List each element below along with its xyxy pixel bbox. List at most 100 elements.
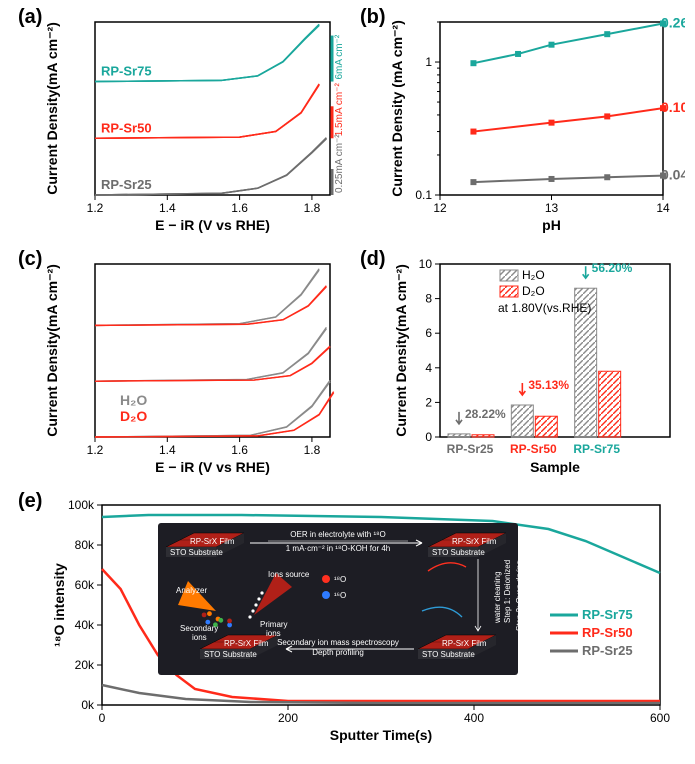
svg-text:1.8: 1.8 — [304, 201, 321, 215]
drop-arrow-icon — [583, 266, 589, 278]
svg-text:1.4: 1.4 — [159, 443, 176, 457]
data-point — [549, 42, 555, 48]
bar-h2o — [448, 434, 470, 437]
svg-text:1.8: 1.8 — [304, 443, 321, 457]
drop-label: 35.13% — [528, 378, 569, 392]
bar-d2o — [599, 371, 621, 437]
slab-sub: STO Substrate — [422, 650, 475, 659]
analyzer-label: Analyzer — [176, 586, 207, 595]
data-point — [470, 60, 476, 66]
svg-text:14: 14 — [656, 201, 670, 215]
svg-text:100k: 100k — [68, 498, 95, 512]
slab-label: RP-SrX Film — [442, 639, 487, 648]
svg-text:12: 12 — [433, 201, 447, 215]
svg-text:13: 13 — [545, 201, 559, 215]
fit-line — [473, 23, 663, 63]
chart-d: 0246810SampleCurrent Density(mA cm⁻²)RP-… — [385, 252, 685, 482]
figure-root: { "panel_labels": { "a": "(a)", "b": "(b… — [0, 0, 695, 764]
secondary-ions-label: Secondary — [180, 624, 218, 633]
drop-label: 28.22% — [465, 407, 506, 421]
legend-swatch — [500, 270, 518, 281]
fit-line — [473, 108, 663, 131]
legend-entry: D₂O — [522, 284, 545, 298]
svg-text:1.4: 1.4 — [159, 201, 176, 215]
svg-text:1: 1 — [425, 55, 432, 69]
drop-arrow-icon — [456, 412, 462, 424]
svg-text:600: 600 — [650, 711, 670, 725]
svg-text:0k: 0k — [81, 698, 95, 712]
svg-text:Sample: Sample — [530, 459, 580, 475]
svg-text:60k: 60k — [75, 578, 95, 592]
svg-text:40k: 40k — [75, 618, 95, 632]
slope-label: 0.26 — [661, 14, 685, 30]
svg-text:6: 6 — [425, 326, 432, 340]
svg-text:1.6: 1.6 — [231, 443, 248, 457]
data-point — [549, 176, 555, 182]
svg-text:400: 400 — [464, 711, 484, 725]
svg-text:2: 2 — [425, 395, 432, 409]
legend-entry: RP-Sr25 — [582, 643, 633, 658]
primary-ions-label: Primary — [260, 620, 288, 629]
bar-d2o — [472, 435, 494, 437]
inset-subtitle: 1 mA·cm⁻² in ¹⁸O-KOH for 4h — [286, 544, 391, 553]
drop-arrow-icon — [519, 383, 525, 395]
sample-label: RP-Sr50 — [510, 442, 557, 456]
ion-source-label: Ions source — [268, 570, 310, 579]
svg-text:20k: 20k — [75, 658, 95, 672]
svg-text:8: 8 — [425, 292, 432, 306]
svg-text:Current Density(mA cm⁻²): Current Density(mA cm⁻²) — [44, 22, 60, 195]
step2-label: Step 2: Oven drying — [515, 560, 524, 631]
slab-label: RP-SrX Film — [224, 639, 269, 648]
legend-swatch — [500, 286, 518, 297]
o18-label: ¹⁸O — [334, 575, 346, 584]
legend-entry: H₂O — [120, 392, 147, 408]
svg-text:1.2: 1.2 — [87, 443, 104, 457]
cv-curve — [95, 327, 326, 381]
panel-label-b: (b) — [360, 6, 386, 29]
o16-label: ¹⁶O — [334, 591, 346, 600]
svg-text:200: 200 — [278, 711, 298, 725]
legend-entry: D₂O — [120, 408, 147, 424]
sample-label: RP-Sr75 — [573, 442, 620, 456]
inset-title: OER in electrolyte with ¹⁸O — [290, 530, 385, 539]
data-point — [549, 120, 555, 126]
svg-text:0.1: 0.1 — [415, 188, 432, 202]
drop-label: 56.20% — [592, 261, 633, 275]
svg-text:water cleaning: water cleaning — [493, 571, 502, 624]
svg-text:0: 0 — [99, 711, 106, 725]
data-point — [515, 51, 521, 57]
chart-a: 1.21.41.61.8E − iR (V vs RHE)Current Den… — [40, 10, 350, 240]
data-point — [470, 129, 476, 135]
inset-schematic: RP-SrX Film STO Substrate RP-SrX Film STO S… — [158, 523, 524, 675]
slab-label: RP-SrX Film — [452, 537, 497, 546]
svg-text:Current Density (mA cm⁻²): Current Density (mA cm⁻²) — [389, 20, 405, 196]
svg-text:E − iR (V vs RHE): E − iR (V vs RHE) — [155, 459, 270, 475]
fit-line — [473, 176, 663, 183]
svg-text:1.2: 1.2 — [87, 201, 104, 215]
scalebar-label: 0.25mA cm⁻² — [334, 134, 345, 193]
svg-text:pH: pH — [542, 217, 561, 233]
panel-label-a: (a) — [18, 6, 42, 29]
series-label: RP-Sr75 — [101, 64, 152, 79]
series-label: RP-Sr25 — [101, 177, 152, 192]
data-point — [604, 174, 610, 180]
slab-sub: STO Substrate — [204, 650, 257, 659]
svg-text:Current Density(mA cm⁻²): Current Density(mA cm⁻²) — [44, 264, 60, 437]
condition-note: at 1.80V(vs.RHE) — [498, 301, 591, 315]
scalebar-label: 6mA cm⁻² — [334, 34, 345, 79]
svg-text:80k: 80k — [75, 538, 95, 552]
svg-text:ions: ions — [266, 629, 281, 638]
data-point — [604, 113, 610, 119]
svg-text:4: 4 — [425, 361, 432, 375]
svg-text:ions: ions — [192, 633, 207, 642]
sample-label: RP-Sr25 — [447, 442, 494, 456]
cv-curve — [95, 287, 326, 326]
svg-text:Sputter Time(s): Sputter Time(s) — [330, 727, 432, 743]
chart-b: 12 13 14 0.1 1 pH Current Density (mA cm⁻²) 0.2… — [385, 10, 685, 240]
panel-label-e: (e) — [18, 490, 42, 513]
cv-curve — [95, 286, 326, 326]
chart-c: 1.2 1.4 1.6 1.8 E − iR (V vs RHE) Current Den… — [40, 252, 350, 482]
bar-d2o — [535, 416, 557, 437]
inset-bottom-1: Secondary ion mass spectroscopy — [277, 638, 399, 647]
slab-sub: STO Substrate — [432, 548, 485, 557]
